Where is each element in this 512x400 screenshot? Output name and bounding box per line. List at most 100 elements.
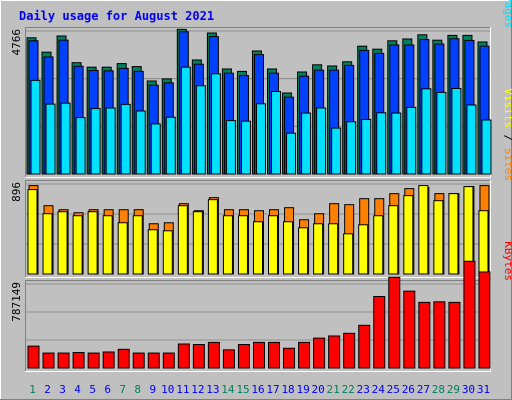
visits-bar — [87, 211, 98, 275]
pages-bar — [391, 112, 402, 175]
kbytes-bar — [102, 351, 115, 369]
kbytes-bar — [222, 349, 235, 369]
pages-bar — [180, 66, 191, 175]
y-max-label: 787149 — [10, 282, 23, 322]
kbytes-bar — [177, 343, 190, 369]
kbytes-bar — [433, 301, 446, 369]
day-label: 25 — [387, 383, 400, 396]
visits-bar — [283, 221, 294, 275]
visits-bar — [57, 211, 68, 275]
pages-bar — [255, 103, 266, 175]
day-label: 8 — [134, 383, 141, 396]
visits-bar — [268, 215, 279, 275]
pages-bar — [90, 108, 101, 175]
y-max-label: 4766 — [10, 29, 23, 56]
pages-bar — [60, 102, 71, 175]
kbytes-bar — [403, 290, 416, 369]
visits-bar — [328, 223, 339, 275]
kbytes-bar — [207, 341, 220, 369]
kbytes-bar — [478, 271, 491, 369]
kbytes-bar — [283, 347, 296, 369]
day-label: 17 — [266, 383, 279, 396]
pages-bar — [361, 118, 372, 175]
visits-bar — [343, 233, 354, 275]
pages-bar — [421, 88, 432, 175]
visits-bar — [478, 210, 489, 275]
kbytes-bar — [343, 332, 356, 369]
day-label: 30 — [462, 383, 475, 396]
day-label: 11 — [176, 383, 189, 396]
kbytes-bar — [147, 352, 160, 369]
visits-bar — [132, 215, 143, 275]
visits-bar — [72, 215, 83, 275]
day-label: 7 — [119, 383, 126, 396]
visits-bar — [388, 205, 399, 275]
visits-bar — [448, 193, 459, 275]
pages-bar — [135, 110, 146, 175]
kbytes-bar — [418, 301, 431, 369]
kbytes-bar — [117, 348, 130, 369]
visits-bar — [162, 230, 173, 275]
pages-bar — [210, 73, 221, 175]
day-label: 13 — [206, 383, 219, 396]
pages-bar — [225, 120, 236, 175]
kbytes-bar — [132, 352, 145, 369]
pages-bar — [286, 132, 297, 175]
day-label: 29 — [447, 383, 460, 396]
day-label: 16 — [251, 383, 264, 396]
day-label: 15 — [236, 383, 249, 396]
visits-bar — [117, 222, 128, 275]
kbytes-bar — [87, 352, 100, 369]
pages-bar — [301, 112, 312, 175]
day-label: 5 — [89, 383, 96, 396]
day-label: 10 — [161, 383, 174, 396]
day-label: 24 — [372, 383, 386, 396]
pages-bar — [451, 87, 462, 175]
day-label: 18 — [281, 383, 294, 396]
legend-visits: Visits — [502, 88, 512, 128]
visits-bar — [418, 185, 429, 275]
kbytes-bar — [192, 344, 205, 369]
pages-bar — [165, 116, 176, 175]
pages-bar — [105, 107, 116, 175]
visits-bar — [207, 199, 218, 275]
pages-bar — [240, 120, 251, 175]
kbytes-bar — [463, 260, 476, 369]
visits-bar — [192, 211, 203, 275]
legend-kbytes: KBytes — [502, 241, 512, 281]
x-axis-labels: 1 2 3 4 5 6 7 8 9 10 11 12 13 14 15 16 17 18 19 20 21 22 23 24 2… — [29, 383, 490, 396]
visits-bar — [433, 200, 444, 275]
visits-bar — [237, 215, 248, 275]
pages-bar — [436, 91, 447, 175]
day-label: 14 — [221, 383, 235, 396]
kbytes-bar — [313, 337, 326, 369]
pages-bar — [481, 119, 492, 175]
day-label: 1 — [29, 383, 36, 396]
visits-bar — [298, 227, 309, 275]
pages-bar — [45, 103, 56, 175]
day-label: 4 — [74, 383, 81, 396]
legend: Hits / Files / Pages — [502, 0, 512, 28]
kbytes-bar — [27, 345, 40, 369]
panel-hits-files-pages: 4766 Hits / Files / Pages — [10, 0, 512, 178]
legend: Visits / Sites — [502, 88, 512, 181]
day-label: 28 — [432, 383, 445, 396]
kbytes-bar — [72, 352, 85, 369]
visits-bar — [222, 215, 233, 275]
visits-bar — [42, 213, 53, 275]
kbytes-bar — [298, 341, 311, 369]
visits-bar — [147, 229, 158, 275]
day-label: 6 — [104, 383, 111, 396]
pages-bar — [376, 112, 387, 175]
day-label: 19 — [296, 383, 309, 396]
kbytes-bar — [448, 301, 461, 369]
visits-bar — [102, 215, 113, 275]
kbytes-bar — [162, 352, 175, 369]
kbytes-bar — [358, 324, 371, 369]
panel-kbytes: 787149 KBytes — [10, 241, 512, 372]
day-label: 20 — [312, 383, 325, 396]
pages-bar — [75, 117, 86, 175]
visits-bar — [403, 195, 414, 275]
visits-bar — [313, 223, 324, 275]
